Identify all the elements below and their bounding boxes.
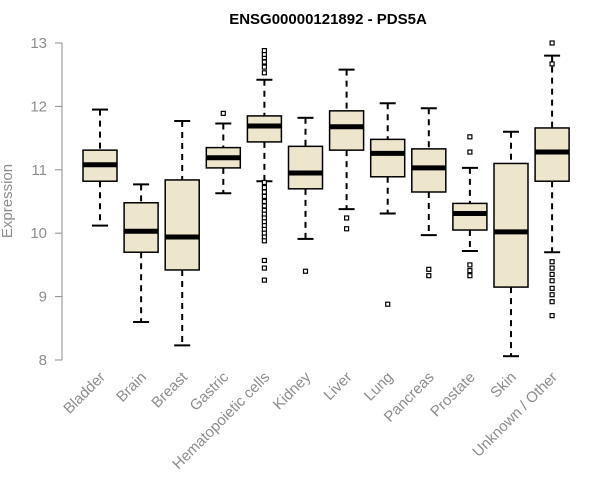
outlier-point [467, 268, 473, 274]
outlier-point [549, 265, 555, 271]
outlier-point [426, 266, 432, 272]
iqr-box [534, 127, 570, 182]
outlier-point [549, 61, 555, 67]
outlier-point [261, 189, 267, 195]
y-tick-label: 8 [39, 352, 47, 369]
outlier-point [467, 134, 473, 140]
box-liver [328, 68, 365, 232]
iqr-box [246, 115, 283, 143]
outlier-point [261, 184, 267, 191]
y-axis-label: Expression [0, 164, 16, 238]
x-tick-label: Lung [361, 369, 397, 405]
x-tick-label: Prostate [427, 369, 479, 421]
y-tick-label: 9 [39, 289, 47, 306]
outlier-point [261, 179, 267, 186]
outlier-point [344, 215, 350, 221]
iqr-box [287, 145, 324, 190]
outlier-point [467, 262, 473, 268]
outlier-point [549, 40, 555, 46]
outlier-point [261, 238, 267, 244]
iqr-box [493, 162, 529, 288]
box-prostate [452, 134, 488, 279]
chart-title: ENSG00000121892 - PDS5A [229, 11, 427, 28]
outlier-point [261, 59, 267, 65]
box-breast [164, 119, 200, 347]
outlier-point [302, 268, 309, 274]
outlier-point [549, 271, 555, 278]
outlier-point [261, 277, 267, 283]
outlier-point [261, 198, 267, 205]
x-tick-label: Kidney [270, 368, 315, 413]
box-bladder [82, 108, 118, 227]
box-lung [369, 102, 406, 307]
outlier-point [261, 64, 267, 70]
y-tick-label: 11 [31, 162, 47, 179]
box-pancreas [411, 107, 447, 279]
box-unknown-other [534, 40, 570, 319]
box-kidney [287, 116, 324, 274]
outlier-point [549, 259, 555, 265]
x-tick-label: Bladder [60, 369, 109, 418]
iqr-box [411, 148, 447, 193]
x-tick-label: Liver [320, 369, 355, 404]
x-tick-label: Breast [148, 368, 191, 411]
outlier-point [549, 292, 555, 298]
outlier-point [549, 313, 555, 319]
iqr-box [164, 179, 200, 271]
box-skin [493, 130, 529, 358]
outlier-point [261, 257, 267, 264]
y-tick-label: 12 [30, 98, 47, 115]
outlier-point [261, 193, 267, 200]
outlier-point [261, 203, 267, 209]
outlier-point [261, 48, 267, 54]
box-gastric [205, 110, 242, 195]
outlier-point [261, 70, 267, 76]
iqr-box [369, 138, 406, 178]
x-tick-label: Skin [487, 369, 520, 402]
outlier-point [549, 285, 555, 291]
outlier-point [261, 265, 267, 271]
outlier-point [467, 273, 473, 279]
iqr-box [452, 202, 488, 231]
y-tick-label: 10 [30, 225, 47, 242]
outlier-point [220, 110, 226, 116]
outlier-point [426, 273, 432, 279]
box-hematopoietic-cells [246, 48, 283, 283]
outlier-point [467, 149, 473, 155]
box-series [82, 40, 570, 358]
outlier-point [385, 301, 391, 307]
outlier-point [549, 278, 555, 284]
outlier-point [549, 299, 555, 305]
iqr-box [328, 110, 365, 151]
y-tick-label: 13 [30, 35, 47, 52]
box-brain [123, 183, 159, 323]
x-tick-label: Brain [113, 369, 150, 406]
outlier-point [344, 226, 350, 232]
iqr-box [123, 202, 159, 253]
